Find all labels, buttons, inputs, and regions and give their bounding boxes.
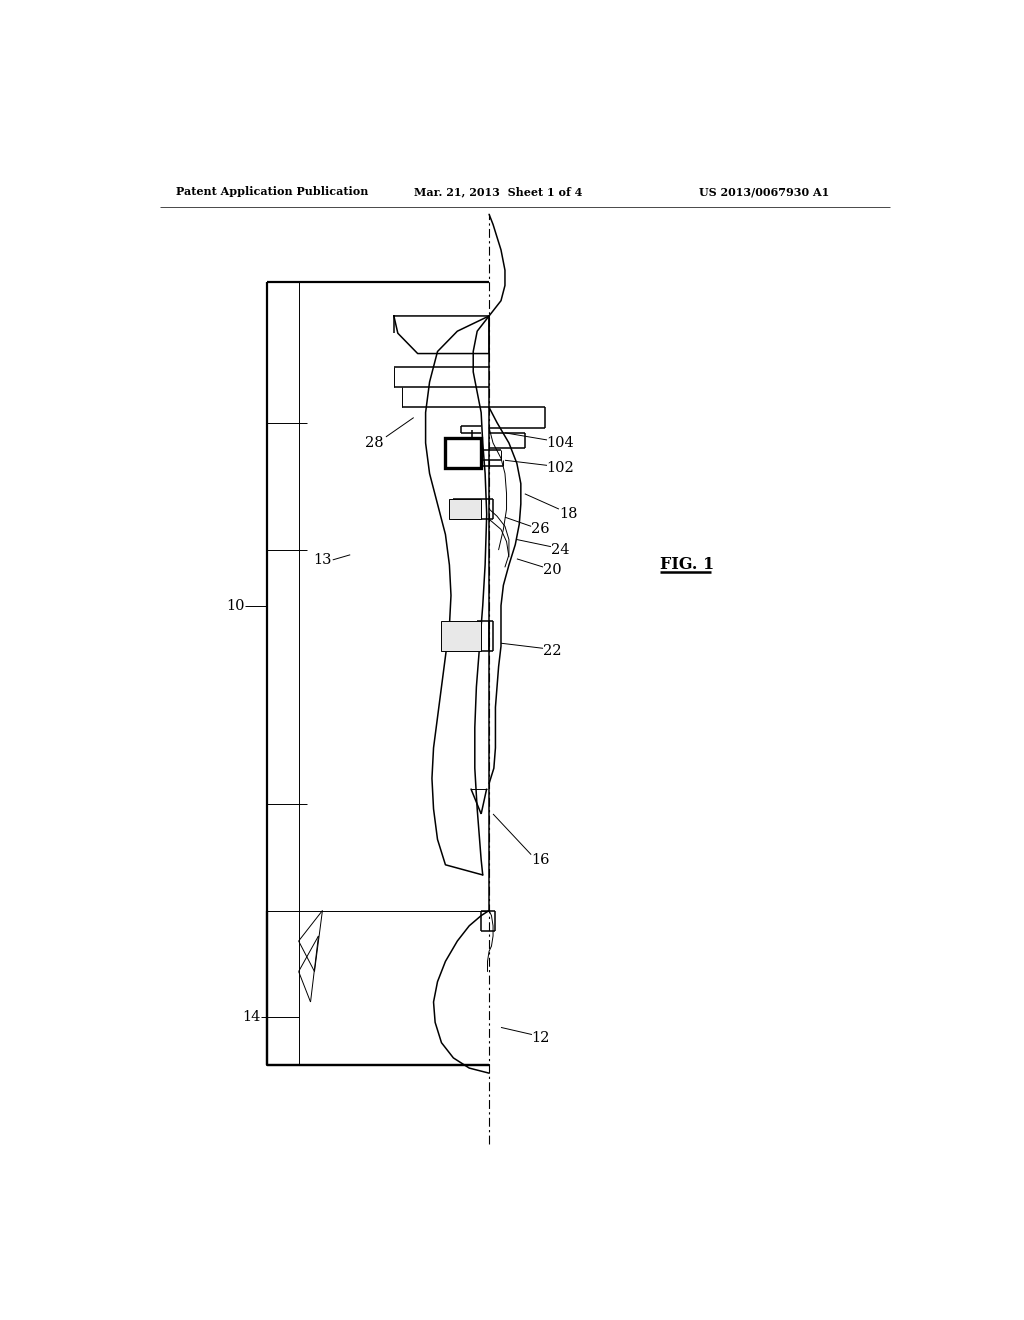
Text: 20: 20: [544, 564, 562, 577]
Bar: [450, 499, 481, 519]
Text: 18: 18: [559, 507, 578, 521]
Text: US 2013/0067930 A1: US 2013/0067930 A1: [699, 186, 829, 197]
Text: 104: 104: [547, 436, 574, 450]
Text: FIG. 1: FIG. 1: [659, 557, 714, 573]
Text: 28: 28: [365, 436, 383, 450]
Text: 12: 12: [531, 1031, 550, 1044]
Bar: [445, 438, 481, 469]
Text: Patent Application Publication: Patent Application Publication: [176, 186, 368, 197]
Text: Mar. 21, 2013  Sheet 1 of 4: Mar. 21, 2013 Sheet 1 of 4: [414, 186, 582, 197]
Text: 102: 102: [547, 462, 574, 475]
Text: 22: 22: [544, 644, 562, 659]
Text: 24: 24: [551, 543, 569, 557]
Text: 26: 26: [531, 523, 550, 536]
Text: 13: 13: [313, 553, 332, 566]
Bar: [441, 620, 481, 651]
Text: 10: 10: [226, 598, 245, 612]
Text: 16: 16: [531, 853, 550, 867]
Text: 14: 14: [242, 1010, 260, 1024]
